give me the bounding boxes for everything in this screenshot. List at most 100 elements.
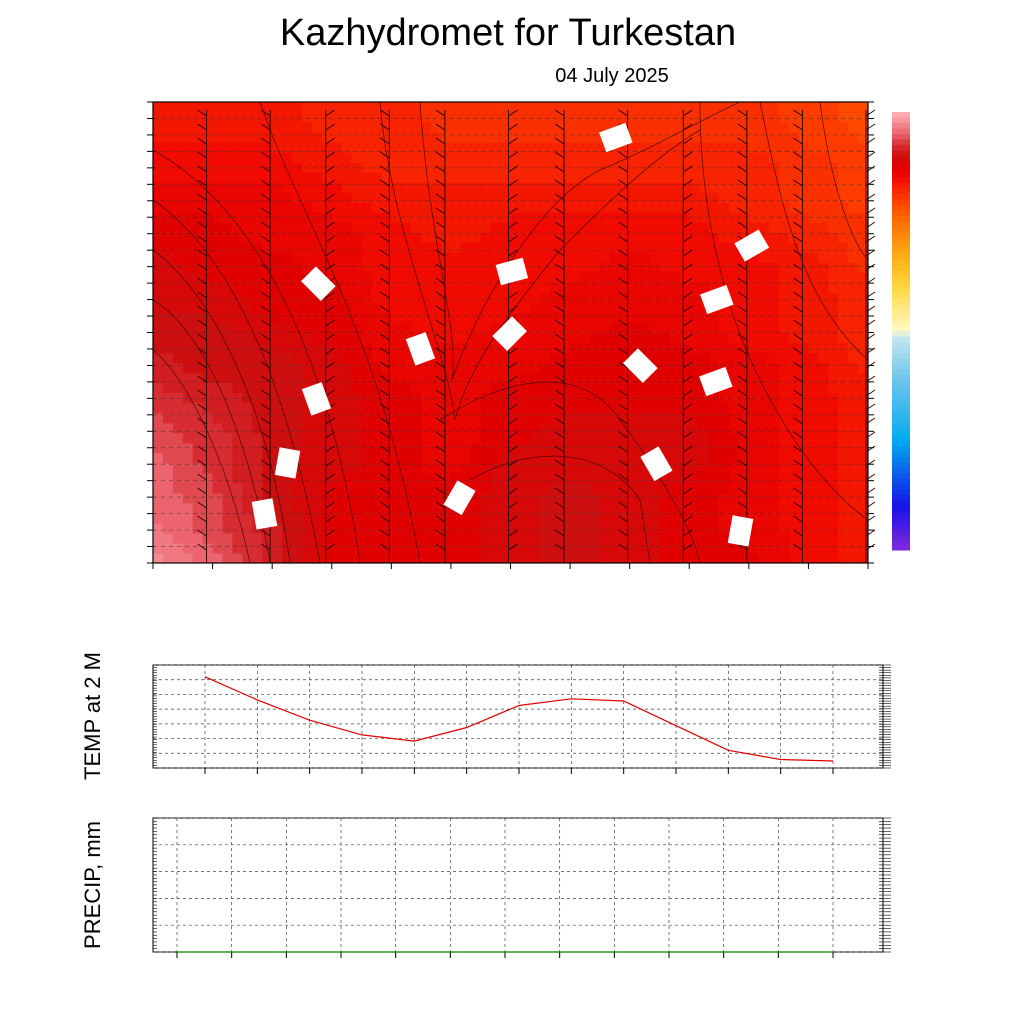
heat-cell [490,452,502,464]
heat-cell [699,352,710,364]
heat-cell [848,162,859,173]
heat-cell [391,553,402,563]
heat-cell [202,192,214,203]
heat-cell [351,112,363,123]
heat-cell [351,502,363,514]
heat-cell [391,262,402,273]
heat-cell [530,362,541,374]
heat-cell [848,332,859,344]
heat-cell [202,282,214,293]
heat-cell [748,142,760,153]
heat-cell [242,262,253,273]
heat-cell [331,482,343,494]
heat-cell [411,522,422,534]
heat-cell [649,332,660,344]
heat-cell [460,532,472,544]
heat-cell [848,372,859,384]
heat-cell [510,452,521,464]
heat-cell [550,162,561,173]
heat-cell [361,232,372,243]
heat-cell [699,132,710,143]
heat-cell [490,212,502,223]
heat-cell [431,112,442,123]
heat-cell [599,332,611,344]
heat-cell [331,392,343,404]
heat-cell [431,182,442,193]
heat-cell [480,462,492,474]
heat-cell [411,382,422,394]
heat-cell [609,312,621,324]
heat-cell [629,402,641,414]
heat-cell [282,312,293,324]
heat-cell [331,152,343,163]
heat-cell [619,482,631,494]
heat-cell [758,512,770,524]
wind-barb-tick [380,347,390,355]
heat-cell [540,132,551,143]
heat-cell [838,142,849,153]
heat-cell [738,502,750,514]
heat-cell [619,372,631,384]
heat-cell [232,522,243,534]
heat-cell [282,402,293,414]
wind-barb-tick [793,193,803,201]
wind-barb-tick [435,417,446,425]
heat-cell [272,192,283,203]
heat-cell [709,252,720,263]
heat-cell [570,112,581,123]
heat-cell [450,452,462,464]
heat-cell [361,102,372,113]
heat-cell [679,392,690,404]
heat-cell [689,132,700,143]
heat-cell [510,202,521,213]
heat-cell [510,382,521,394]
heat-cell [172,502,184,514]
heat-cell [292,492,303,504]
heat-cell [470,332,482,344]
heat-cell [689,232,700,243]
heat-cell [550,142,561,153]
heat-cell [331,432,343,444]
heat-cell [649,262,660,273]
heat-cell [490,532,502,544]
heat-cell [858,332,868,344]
heat-cell [808,252,819,263]
heat-cell [669,412,680,424]
heat-cell [232,352,243,364]
heat-cell [659,152,670,163]
heat-cell [818,112,829,123]
heat-cell [788,422,800,434]
heat-cell [619,532,631,544]
contour-label [495,257,529,286]
heat-cell [222,352,233,364]
heat-cell [758,282,770,293]
heat-cell [450,112,462,123]
heat-cell [272,102,283,113]
heat-cell [302,152,313,163]
heat-cell [748,492,760,504]
heat-cell [709,242,720,253]
heat-cell [738,102,750,113]
heat-cell [262,532,273,544]
heat-cell [818,102,829,113]
heat-cell [371,532,382,544]
heat-cell [848,112,859,123]
heat-cell [321,412,333,424]
heat-cell [848,452,859,464]
heat-cell [798,472,809,484]
heat-cell [212,352,224,364]
heat-cell [321,312,333,324]
heat-cell [182,262,194,273]
wind-barb-tick [325,347,335,355]
wind-barb-tick [683,277,693,285]
heat-cell [162,522,174,534]
heat-cell [212,272,224,283]
heat-cell [470,422,482,434]
heat-cell [589,532,601,544]
heat-cell [589,392,601,404]
heat-cell [232,152,243,163]
heat-cell [232,502,243,514]
heat-cell [351,512,363,524]
heat-cell [401,543,412,554]
heat-cell [441,192,452,203]
